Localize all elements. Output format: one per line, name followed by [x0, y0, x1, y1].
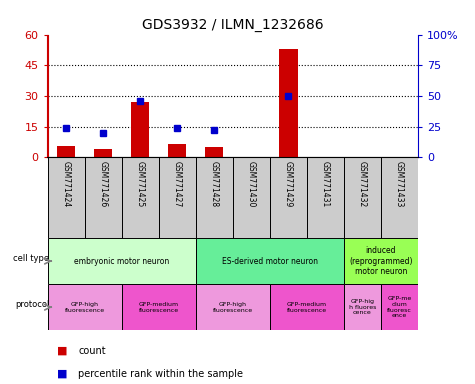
Bar	[205, 147, 224, 157]
Title: GDS3932 / ILMN_1232686: GDS3932 / ILMN_1232686	[142, 18, 323, 32]
Text: percentile rank within the sample: percentile rank within the sample	[78, 369, 243, 379]
Bar	[270, 157, 307, 238]
Text: GFP-medium
fluorescence: GFP-medium fluorescence	[287, 302, 327, 313]
Bar	[159, 157, 196, 238]
Bar	[381, 157, 418, 238]
Text: GSM771431: GSM771431	[321, 161, 330, 208]
Bar	[48, 238, 196, 284]
Bar	[307, 157, 344, 238]
Text: GFP-hig
h fluores
cence: GFP-hig h fluores cence	[349, 299, 376, 316]
Text: embryonic motor neuron: embryonic motor neuron	[74, 257, 169, 266]
Bar	[48, 157, 85, 238]
Bar	[196, 157, 233, 238]
Bar	[270, 284, 344, 330]
Text: induced
(reprogrammed)
motor neuron: induced (reprogrammed) motor neuron	[349, 246, 413, 276]
Bar	[85, 157, 122, 238]
Text: GSM771432: GSM771432	[358, 161, 367, 208]
Text: GFP-high
fluorescence: GFP-high fluorescence	[65, 302, 104, 313]
Bar	[57, 146, 75, 157]
Text: GSM771427: GSM771427	[173, 161, 181, 208]
Bar	[196, 238, 344, 284]
Bar	[122, 157, 159, 238]
Bar	[131, 102, 149, 157]
Bar	[279, 49, 297, 157]
Bar	[122, 284, 196, 330]
Text: ES-derived motor neuron: ES-derived motor neuron	[222, 257, 318, 266]
Text: cell type: cell type	[13, 254, 49, 263]
Text: GSM771430: GSM771430	[247, 161, 256, 208]
Bar	[344, 157, 381, 238]
Bar	[168, 144, 187, 157]
Bar	[233, 157, 270, 238]
Text: ■: ■	[57, 346, 67, 356]
Text: GSM771424: GSM771424	[62, 161, 70, 208]
Text: protocol: protocol	[15, 300, 49, 310]
Text: GSM771428: GSM771428	[210, 161, 218, 208]
Text: GFP-high
fluorescence: GFP-high fluorescence	[213, 302, 253, 313]
Bar	[196, 284, 270, 330]
Text: GFP-medium
fluorescence: GFP-medium fluorescence	[139, 302, 179, 313]
Text: ■: ■	[57, 369, 67, 379]
Bar	[381, 284, 418, 330]
Bar	[344, 238, 418, 284]
Text: GSM771425: GSM771425	[136, 161, 144, 208]
Bar	[48, 284, 122, 330]
Text: GSM771426: GSM771426	[99, 161, 107, 208]
Text: GFP-me
dium
fluoresc
ence: GFP-me dium fluoresc ence	[387, 296, 412, 318]
Bar	[344, 284, 381, 330]
Text: GSM771429: GSM771429	[284, 161, 293, 208]
Text: GSM771433: GSM771433	[395, 161, 404, 208]
Text: count: count	[78, 346, 106, 356]
Bar	[94, 149, 113, 157]
